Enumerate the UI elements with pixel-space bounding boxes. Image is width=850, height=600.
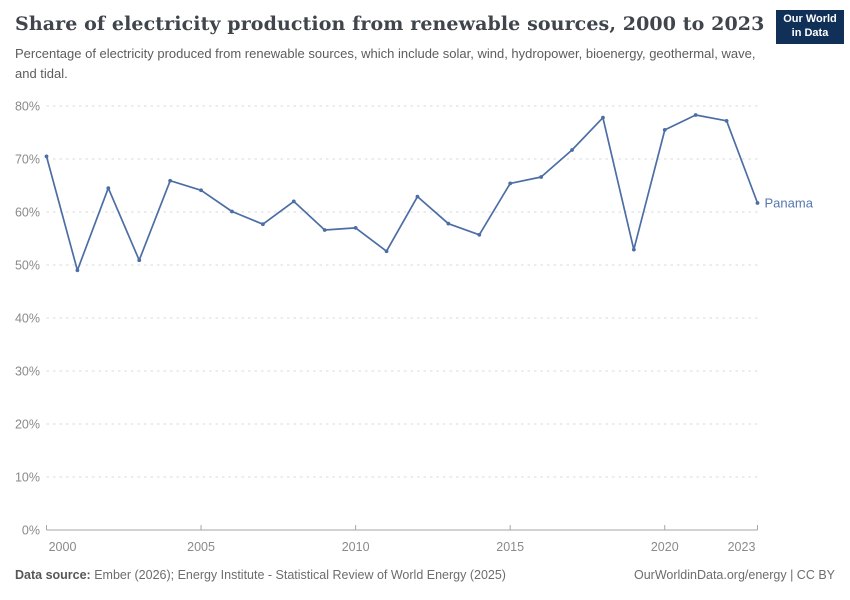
license-link[interactable]: OurWorldinData.org/energy | CC BY [633, 568, 835, 582]
data-point[interactable] [260, 222, 265, 227]
owid-logo-line1: Our World [783, 13, 837, 26]
y-tick-label: 50% [15, 259, 40, 273]
x-tick-label: 2000 [49, 540, 77, 554]
chart-footer: Data source: Ember (2026); Energy Instit… [15, 568, 835, 582]
y-tick-label: 20% [15, 418, 40, 432]
data-point[interactable] [508, 181, 513, 186]
x-tick-label: 2010 [342, 540, 370, 554]
x-tick-label: 2015 [496, 540, 524, 554]
chart-header: Share of electricity production from ren… [0, 0, 850, 83]
x-tick-label: 2020 [651, 540, 679, 554]
data-source: Data source: Ember (2026); Energy Instit… [15, 568, 506, 582]
data-point[interactable] [44, 154, 49, 159]
series-entity-label[interactable]: Panama [765, 195, 814, 210]
data-point[interactable] [353, 226, 358, 230]
y-tick-label: 60% [15, 206, 40, 220]
data-point[interactable] [570, 148, 574, 152]
data-point[interactable] [291, 199, 296, 204]
data-point[interactable] [199, 188, 203, 193]
y-tick-label: 40% [15, 312, 40, 326]
owid-logo-box: Our World in Data [776, 10, 844, 44]
data-point[interactable] [384, 249, 389, 254]
data-point[interactable] [106, 186, 111, 191]
data-point[interactable] [477, 232, 482, 237]
data-source-label: Data source: [15, 568, 91, 582]
y-tick-label: 10% [15, 471, 40, 485]
x-tick-label: 2005 [187, 540, 215, 554]
data-point[interactable] [693, 113, 698, 117]
owid-logo[interactable]: Our World in Data [776, 10, 844, 44]
data-point[interactable] [539, 175, 544, 179]
y-tick-label: 30% [15, 365, 40, 379]
data-point[interactable] [75, 268, 80, 273]
owid-logo-line2: in Data [791, 27, 829, 39]
data-point[interactable] [137, 258, 142, 263]
y-tick-label: 70% [15, 153, 40, 167]
data-point[interactable] [724, 118, 729, 123]
chart-title: Share of electricity production from ren… [15, 13, 765, 35]
data-point[interactable] [415, 194, 420, 199]
y-tick-label: 80% [15, 100, 40, 114]
data-point[interactable] [322, 228, 327, 232]
y-tick-label: 0% [22, 524, 40, 538]
data-point[interactable] [755, 201, 760, 205]
data-point[interactable] [631, 247, 636, 252]
data-point[interactable] [662, 127, 667, 132]
data-point[interactable] [230, 209, 234, 214]
data-source-text: Ember (2026); Energy Institute - Statist… [90, 568, 506, 582]
data-point[interactable] [446, 221, 451, 226]
chart-subtitle: Percentage of electricity produced from … [15, 46, 756, 81]
data-point[interactable] [168, 178, 173, 183]
series-line[interactable] [45, 114, 759, 272]
x-tick-label: 2023 [728, 540, 756, 554]
data-point[interactable] [601, 115, 605, 120]
